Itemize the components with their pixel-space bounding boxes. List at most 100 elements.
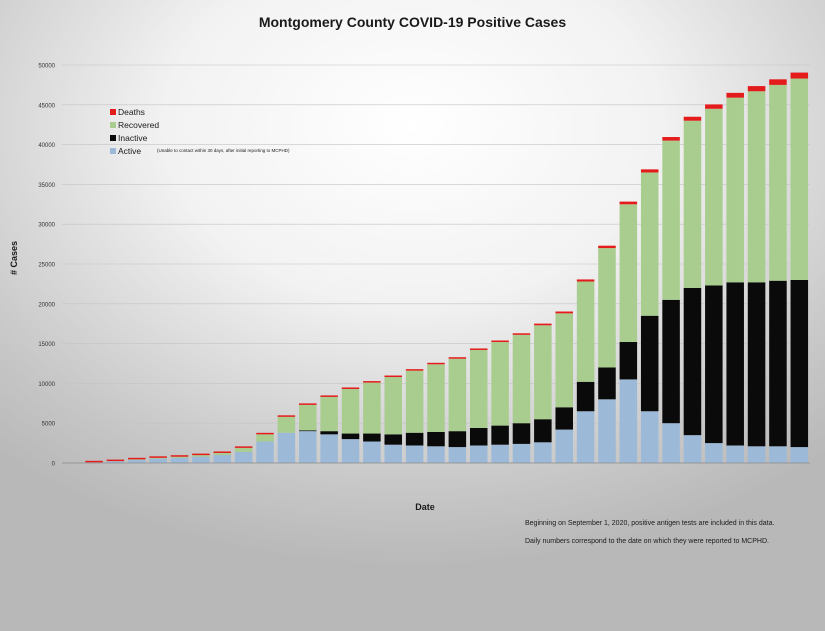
chart-title: Montgomery County COVID-19 Positive Case…: [258, 14, 567, 30]
y-tick-label: 35000: [38, 183, 55, 189]
bar-inactive: [705, 285, 723, 444]
y-tick-label: 25000: [38, 263, 55, 269]
footnote-reporting: Daily numbers correspond to the date on …: [525, 538, 769, 545]
bar-inactive: [534, 419, 552, 443]
bar-active: [170, 457, 189, 463]
legend-swatch-inactive: [110, 135, 116, 141]
bar-recovered: [555, 313, 573, 408]
bar-active: [405, 445, 424, 463]
bar-recovered: [320, 396, 338, 432]
bar-deaths: [662, 137, 680, 141]
bar-deaths: [384, 375, 403, 378]
bar-recovered: [170, 456, 189, 458]
bar-active: [341, 439, 360, 463]
bar-deaths: [363, 381, 381, 383]
bar-deaths: [106, 459, 125, 462]
bar-recovered: [256, 434, 274, 442]
bar-recovered: [427, 364, 445, 432]
bar-deaths: [128, 457, 146, 460]
bar-inactive: [640, 315, 659, 412]
bar-recovered: [512, 334, 531, 424]
bar-inactive: [576, 381, 595, 412]
bar-inactive: [448, 431, 467, 448]
bar-deaths: [491, 340, 509, 343]
bar-active: [469, 445, 488, 463]
bar-active: [106, 461, 125, 463]
y-tick-label: 45000: [38, 103, 55, 109]
bar-inactive: [512, 423, 531, 444]
y-tick-label: 30000: [38, 223, 55, 229]
bar-deaths: [512, 333, 531, 335]
y-tick-label: 10000: [38, 382, 55, 388]
y-axis-label: # Cases: [9, 241, 19, 275]
y-tick-label: 5000: [42, 422, 56, 428]
y-tick-labels: 0 5000 10000 15000 20000 25000 30000 35000 40000…: [38, 64, 55, 468]
bar-active: [128, 459, 146, 463]
bar-deaths: [448, 357, 467, 359]
bar-recovered: [705, 108, 723, 286]
footnote-antigen: Beginning on September 1, 2020, positive…: [525, 520, 775, 527]
legend-label-inactive: Inactive: [118, 133, 148, 143]
bar-recovered: [469, 349, 488, 428]
bar-active: [726, 445, 744, 463]
bar-deaths: [726, 92, 744, 98]
bar-deaths: [469, 348, 488, 350]
bar-active: [448, 447, 467, 463]
bar-inactive: [427, 431, 445, 447]
bar-recovered: [491, 342, 509, 426]
bar-deaths: [705, 104, 723, 109]
legend-swatch-active: [110, 148, 116, 154]
bar-recovered: [747, 91, 766, 283]
bar-recovered: [234, 447, 253, 452]
bar-deaths: [277, 415, 296, 417]
bar-deaths: [598, 245, 616, 249]
bar-active: [747, 446, 766, 463]
bar-active: [790, 447, 809, 463]
bar-inactive: [662, 299, 680, 424]
bar-inactive: [320, 431, 338, 435]
bar-deaths: [769, 79, 787, 85]
bar-active: [299, 431, 317, 463]
bar-recovered: [149, 457, 167, 459]
bar-active: [640, 411, 659, 463]
bar-deaths: [234, 446, 253, 448]
x-axis-label: Date: [415, 502, 435, 512]
bar-deaths: [170, 455, 189, 457]
bar-recovered: [790, 78, 809, 280]
bar-deaths: [85, 460, 103, 463]
legend-note: (Unable to contact within 30 days, after…: [157, 148, 290, 153]
bar-active: [705, 443, 723, 463]
bar-inactive: [363, 433, 381, 442]
y-tick-label: 20000: [38, 302, 55, 308]
y-tick-label: 50000: [38, 64, 55, 70]
bar-deaths: [576, 279, 595, 282]
bar-active: [149, 458, 167, 463]
bar-deaths: [341, 387, 360, 389]
bar-inactive: [469, 427, 488, 446]
bar-active: [598, 399, 616, 463]
bar-deaths: [555, 311, 573, 314]
bar-recovered: [192, 455, 210, 457]
legend-label-deaths: Deaths: [118, 107, 145, 117]
bar-deaths: [790, 72, 809, 79]
bar-deaths: [149, 456, 167, 458]
bar-deaths: [427, 362, 445, 365]
bar-inactive: [598, 367, 616, 400]
bar-recovered: [683, 120, 702, 288]
bar-inactive: [299, 430, 317, 432]
bar-inactive: [384, 434, 403, 445]
legend-swatch-recovered: [110, 122, 116, 128]
bar-inactive: [491, 425, 509, 445]
bar-inactive: [683, 287, 702, 436]
bar-deaths: [256, 432, 274, 435]
legend-label-recovered: Recovered: [118, 120, 159, 130]
bar-active: [213, 455, 232, 463]
bar-recovered: [576, 281, 595, 382]
bar-inactive: [790, 279, 809, 448]
bar-recovered: [213, 452, 232, 456]
bar-active: [683, 435, 702, 463]
bar-active: [491, 444, 509, 463]
bar-deaths: [405, 369, 424, 371]
bar-active: [234, 451, 253, 463]
bar-inactive: [726, 282, 744, 446]
